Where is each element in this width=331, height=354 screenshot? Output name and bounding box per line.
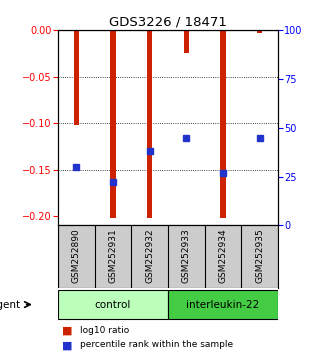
Bar (257, 30, 262, 33)
Text: GSM252890: GSM252890 (72, 229, 81, 283)
Text: GSM252933: GSM252933 (182, 229, 191, 283)
Bar (220, 30, 226, 218)
Text: percentile rank within the sample: percentile rank within the sample (80, 340, 233, 349)
Text: control: control (95, 299, 131, 309)
Text: log10 ratio: log10 ratio (80, 326, 129, 335)
Bar (184, 30, 189, 53)
Text: agent: agent (0, 299, 21, 309)
Text: GSM252935: GSM252935 (255, 229, 264, 283)
Bar (110, 30, 116, 218)
Text: ■: ■ (62, 340, 73, 350)
Bar (168, 290, 278, 320)
Title: GDS3226 / 18471: GDS3226 / 18471 (109, 16, 227, 29)
Bar (73, 30, 79, 125)
Text: GSM252934: GSM252934 (218, 229, 227, 283)
Text: GSM252932: GSM252932 (145, 229, 154, 283)
Text: GSM252931: GSM252931 (109, 229, 118, 283)
Bar (58, 290, 168, 320)
Text: interleukin-22: interleukin-22 (186, 299, 260, 309)
Text: ■: ■ (62, 326, 73, 336)
Bar (147, 30, 152, 218)
